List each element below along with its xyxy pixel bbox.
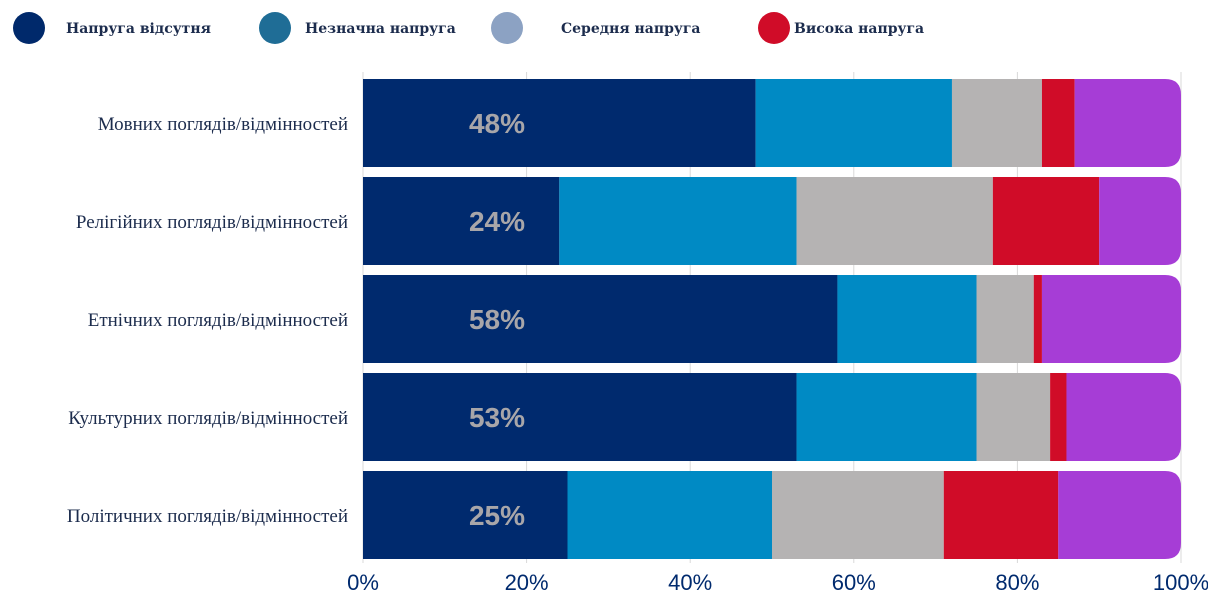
x-tick-label: 100% <box>1153 570 1208 595</box>
bar-segment <box>567 471 772 559</box>
bar-row <box>363 373 1181 461</box>
data-label: 24% <box>469 206 525 237</box>
data-label: 48% <box>469 108 525 139</box>
bar-segment <box>755 79 952 167</box>
bar-segment <box>796 373 977 461</box>
category-label: Етнічних поглядів/відмінностей <box>88 310 348 331</box>
x-tick-label: 0% <box>347 570 379 595</box>
bar-segment <box>1041 275 1181 363</box>
x-tick-label: 40% <box>668 570 712 595</box>
bar-segment <box>976 275 1034 363</box>
bar-segment <box>796 177 993 265</box>
bar-segment <box>976 373 1051 461</box>
legend-label: Висока напруга <box>794 21 924 37</box>
category-label: Культурних поглядів/відмінностей <box>68 408 348 429</box>
bar-row <box>363 177 1181 265</box>
bar-segment <box>772 471 944 559</box>
bar-segment <box>1099 177 1181 265</box>
data-labels: 48% 24% 58% 53% 25% <box>469 108 525 531</box>
legend-swatch <box>758 12 790 44</box>
data-label: 25% <box>469 500 525 531</box>
legend-label: Середня напруга <box>561 21 701 37</box>
bar-segment <box>951 79 1042 167</box>
bar-segment <box>1033 275 1042 363</box>
bar-row <box>363 275 1181 363</box>
bar-segment <box>992 177 1100 265</box>
bar-segment <box>1074 79 1181 167</box>
bar-segment <box>1066 373 1181 461</box>
bar-segment <box>943 471 1059 559</box>
data-label: 58% <box>469 304 525 335</box>
bar-segment <box>1050 373 1067 461</box>
legend-swatch <box>491 12 523 44</box>
category-labels: Мовних поглядів/відмінностей Релігійних п… <box>67 114 348 527</box>
bar-segment <box>837 275 977 363</box>
bar-segment <box>1058 471 1181 559</box>
bar-segment <box>363 275 838 363</box>
bar-row <box>363 471 1181 559</box>
bar-row <box>363 79 1181 167</box>
bar-segment <box>363 79 756 167</box>
x-tick-label: 60% <box>832 570 876 595</box>
category-label: Релігійних поглядів/відмінностей <box>76 212 348 233</box>
x-tick-label: 20% <box>505 570 549 595</box>
bar-segment <box>363 373 797 461</box>
bar-segment <box>559 177 797 265</box>
category-label: Політичних поглядів/відмінностей <box>67 506 348 527</box>
bar-segment <box>363 471 568 559</box>
x-axis-ticks: 0% 20% 40% 60% 80% 100% <box>347 570 1208 595</box>
bars <box>363 79 1181 559</box>
legend-label: Незначна напруга <box>305 21 456 37</box>
legend-swatch <box>13 12 45 44</box>
data-label: 53% <box>469 402 525 433</box>
bar-segment <box>1041 79 1075 167</box>
x-tick-label: 80% <box>995 570 1039 595</box>
legend: Напруга відсутня Незначна напруга Середня … <box>13 12 924 44</box>
bar-segment <box>363 177 560 265</box>
legend-label: Напруга відсутня <box>66 21 211 37</box>
category-label: Мовних поглядів/відмінностей <box>98 114 348 135</box>
legend-swatch <box>259 12 291 44</box>
